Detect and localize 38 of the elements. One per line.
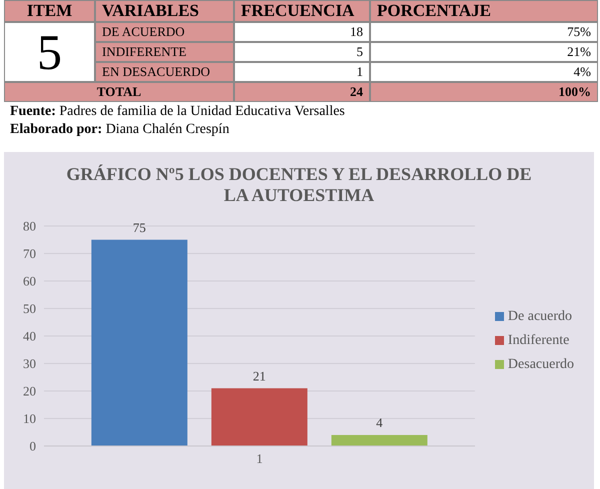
legend-label: Desacuerdo: [508, 357, 574, 372]
y-tick-label: 0: [30, 438, 36, 454]
text: 4%: [370, 62, 598, 82]
data-label: 4: [376, 415, 384, 430]
legend-label: Indiferente: [508, 333, 570, 348]
y-tick-label: 10: [23, 411, 36, 426]
data-label: 75: [132, 220, 146, 235]
text: ITEM: [4, 0, 95, 22]
y-tick-label: 40: [23, 328, 36, 344]
y-tick-label: 70: [23, 246, 36, 262]
text: 21%: [370, 42, 598, 62]
text: 5: [234, 42, 370, 62]
y-tick-label: 50: [23, 301, 36, 316]
text: DE ACUERDO: [95, 22, 234, 42]
legend-label: De acuerdo: [508, 309, 572, 324]
text: PORCENTAJE: [370, 0, 598, 22]
source-note: Fuente: Padres de familia de la Unidad Educativa Versalles: [10, 104, 345, 120]
text: 18: [234, 22, 370, 42]
text: INDIFERENTE: [95, 42, 234, 62]
chart-title: GRÁFICO Nº5 LOS DOCENTES Y EL DESARROLLO DE LA AUTOESTIMA: [65, 164, 533, 206]
text: 1: [234, 62, 370, 82]
y-tick-label: 20: [23, 384, 36, 399]
text: VARIABLES: [95, 0, 234, 22]
text: FRECUENCIA: [234, 0, 370, 22]
bar: [211, 388, 308, 446]
text: TOTAL: [4, 82, 234, 102]
bar: [331, 435, 428, 446]
text: 100%: [370, 82, 598, 102]
y-tick-label: 80: [23, 218, 36, 234]
text: Elaborado por: Diana Chalén Crespín: [10, 122, 230, 138]
text: 75%: [370, 22, 598, 42]
text: 5: [4, 22, 95, 82]
text: 24: [234, 82, 370, 102]
y-tick-label: 30: [23, 356, 36, 372]
y-tick-label: 60: [23, 274, 36, 289]
data-label: 21: [252, 368, 266, 384]
bar: [91, 240, 188, 446]
text: EN DESACUERDO: [95, 62, 234, 82]
